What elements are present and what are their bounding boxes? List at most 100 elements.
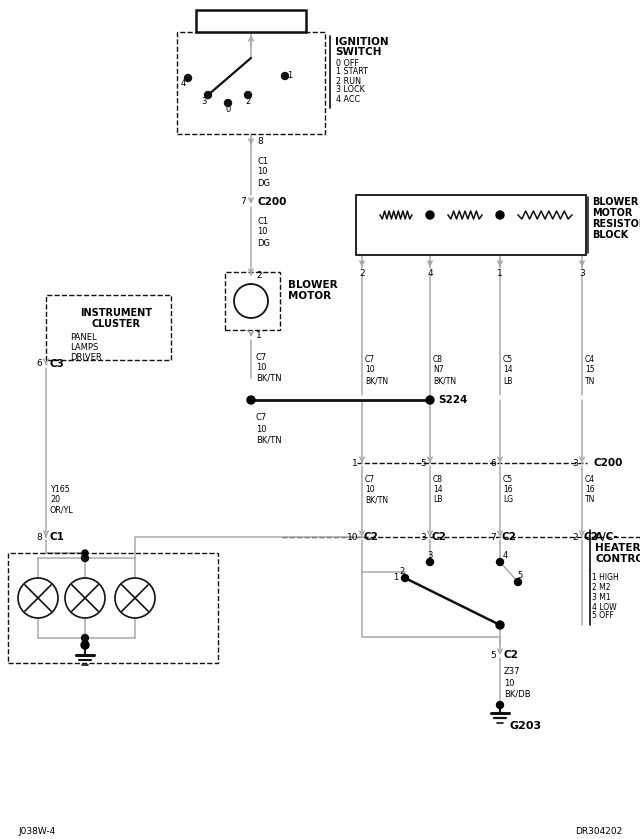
Text: C5: C5: [503, 476, 513, 484]
Text: 16: 16: [585, 486, 595, 494]
Circle shape: [18, 578, 58, 618]
Text: LAMPS: LAMPS: [70, 343, 99, 352]
Text: G203: G203: [510, 721, 542, 731]
Text: BK/TN: BK/TN: [256, 373, 282, 383]
Text: 1: 1: [497, 269, 503, 279]
Circle shape: [81, 641, 89, 649]
Bar: [46, 295, 171, 360]
Text: DG: DG: [257, 238, 270, 248]
Text: BK/TN: BK/TN: [433, 377, 456, 385]
Text: HEATER: HEATER: [595, 543, 640, 553]
Text: 0 OFF: 0 OFF: [336, 59, 359, 67]
Text: 5: 5: [517, 571, 523, 581]
Text: 2: 2: [245, 96, 251, 106]
Text: TN: TN: [585, 377, 595, 385]
Circle shape: [65, 578, 105, 618]
Text: CONTROL: CONTROL: [595, 554, 640, 564]
Circle shape: [184, 75, 191, 81]
Text: DR304202: DR304202: [575, 827, 622, 836]
Text: 2: 2: [359, 269, 365, 279]
Text: C7: C7: [365, 476, 375, 484]
Bar: [8, 553, 218, 663]
Text: Z37: Z37: [504, 668, 520, 676]
Text: 14: 14: [433, 486, 443, 494]
Text: 2: 2: [400, 567, 405, 576]
Text: TN: TN: [585, 496, 595, 504]
Text: 10: 10: [256, 425, 266, 434]
Bar: [356, 195, 586, 255]
Text: 5: 5: [490, 650, 496, 659]
Circle shape: [282, 72, 289, 80]
Text: LB: LB: [433, 496, 442, 504]
Text: C2: C2: [502, 532, 517, 542]
Text: LB: LB: [503, 377, 513, 385]
Text: 2: 2: [572, 533, 578, 541]
Circle shape: [401, 575, 408, 581]
Text: INSTRUMENT: INSTRUMENT: [81, 308, 152, 318]
Text: 16: 16: [503, 486, 513, 494]
Text: LG: LG: [503, 496, 513, 504]
Text: 1: 1: [287, 71, 292, 81]
Text: 15: 15: [585, 366, 595, 374]
Text: BATT A2: BATT A2: [223, 14, 278, 28]
Text: A/C-: A/C-: [595, 532, 619, 542]
Text: BK/TN: BK/TN: [365, 496, 388, 504]
Circle shape: [205, 91, 211, 98]
Text: C5: C5: [503, 356, 513, 364]
Bar: [196, 10, 306, 32]
Text: 10: 10: [365, 366, 374, 374]
Text: 3: 3: [428, 551, 433, 560]
Text: SWITCH: SWITCH: [335, 47, 381, 57]
Text: 6: 6: [36, 359, 42, 368]
Circle shape: [496, 621, 504, 629]
Text: 2 M2: 2 M2: [592, 583, 611, 592]
Circle shape: [81, 634, 88, 642]
Text: C1: C1: [257, 216, 268, 226]
Text: PANEL: PANEL: [70, 333, 97, 342]
Text: 2 RUN: 2 RUN: [336, 76, 361, 86]
Text: CLUSTER: CLUSTER: [92, 319, 141, 329]
Text: OR/YL: OR/YL: [50, 506, 74, 514]
Text: 2: 2: [256, 272, 262, 280]
Text: C7: C7: [365, 356, 375, 364]
Text: 10: 10: [346, 533, 358, 541]
Text: C3: C3: [50, 359, 65, 369]
Text: 10: 10: [504, 679, 515, 687]
Text: 1 START: 1 START: [336, 67, 368, 76]
Circle shape: [225, 100, 232, 107]
Text: BLOCK: BLOCK: [592, 230, 628, 240]
Text: DRIVER: DRIVER: [70, 353, 102, 362]
Text: 14: 14: [503, 366, 513, 374]
Text: 4: 4: [427, 269, 433, 279]
Circle shape: [115, 578, 155, 618]
Text: C200: C200: [594, 458, 623, 468]
Circle shape: [82, 550, 88, 556]
Text: C4: C4: [585, 356, 595, 364]
Circle shape: [496, 211, 504, 219]
Text: 5: 5: [420, 458, 426, 467]
Text: M: M: [245, 294, 257, 308]
Text: 1 HIGH: 1 HIGH: [592, 574, 619, 582]
Text: 1: 1: [352, 458, 358, 467]
Text: 3 LOCK: 3 LOCK: [336, 86, 365, 95]
Text: MOTOR: MOTOR: [288, 291, 331, 301]
Circle shape: [244, 91, 252, 98]
Text: C1: C1: [50, 532, 65, 542]
Text: C2: C2: [503, 650, 518, 660]
Text: C7: C7: [256, 414, 268, 423]
Text: BLOWER: BLOWER: [592, 197, 638, 207]
Text: 7: 7: [490, 533, 496, 541]
Text: 10: 10: [256, 363, 266, 373]
Circle shape: [234, 284, 268, 318]
Text: 1: 1: [393, 574, 398, 582]
Text: 8: 8: [257, 137, 263, 145]
Text: C4: C4: [585, 476, 595, 484]
Circle shape: [515, 579, 522, 586]
Bar: [177, 32, 325, 134]
Text: C2: C2: [584, 532, 599, 542]
Text: 0: 0: [225, 105, 230, 113]
Text: 5 OFF: 5 OFF: [592, 612, 614, 621]
Circle shape: [81, 555, 88, 561]
Text: 3: 3: [572, 458, 578, 467]
Text: C8: C8: [433, 476, 443, 484]
